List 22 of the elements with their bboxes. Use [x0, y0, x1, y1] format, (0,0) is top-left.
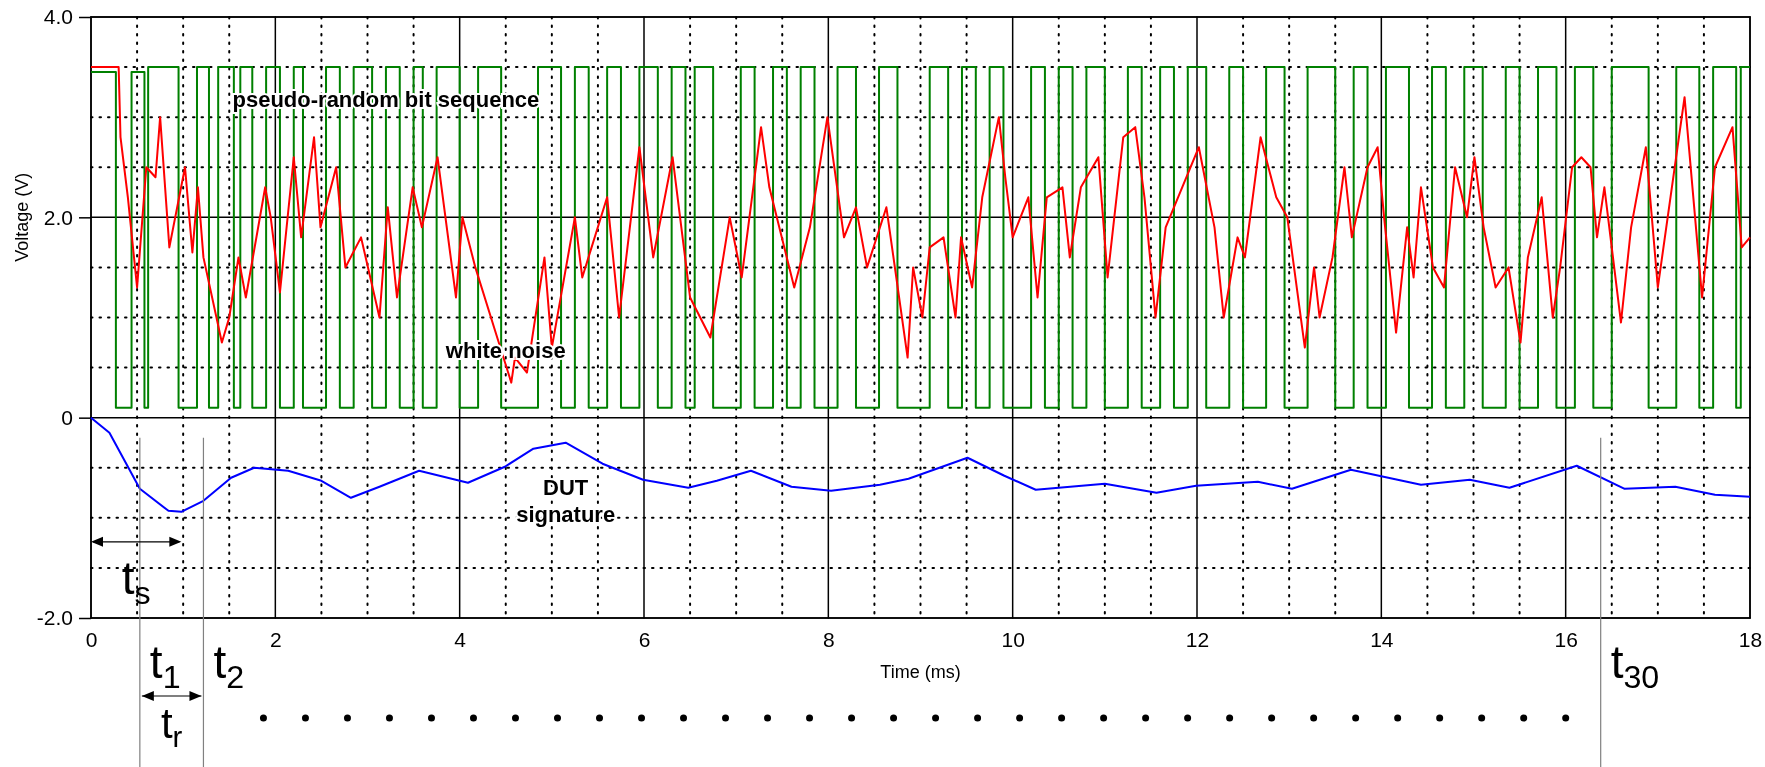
x-tick-label: 0 [85, 627, 98, 651]
x-axis-title: Time (ms) [880, 662, 961, 682]
ref-line-label: t$_{30}$ [1610, 636, 1660, 695]
y-tick-label: -2.0 [36, 606, 73, 630]
ref-line-label: t$_{1}$ [149, 636, 181, 695]
x-tick-label: 2 [269, 627, 282, 651]
x-tick-label: 10 [1001, 627, 1025, 651]
x-tick-label: 12 [1185, 627, 1210, 651]
x-tick-label: 18 [1738, 627, 1763, 651]
annotation: DUT signature [516, 474, 616, 527]
y-tick-label: 4.0 [43, 5, 73, 29]
x-tick-label: 16 [1554, 627, 1578, 651]
x-tick-label: 6 [638, 627, 651, 651]
y-tick-label: 2.0 [43, 205, 73, 229]
ref-line-label: t$_{2}$ [213, 636, 245, 695]
x-tick-label: 14 [1370, 627, 1394, 651]
y-axis-title: Voltage (V) [12, 172, 32, 262]
x-tick-label: 8 [822, 627, 835, 651]
text: t$_{r}$ [160, 700, 183, 753]
annotation: t$_{s}$ [121, 551, 151, 611]
y-tick-label: 0 [61, 405, 73, 429]
x-tick-label: 4 [454, 627, 467, 651]
